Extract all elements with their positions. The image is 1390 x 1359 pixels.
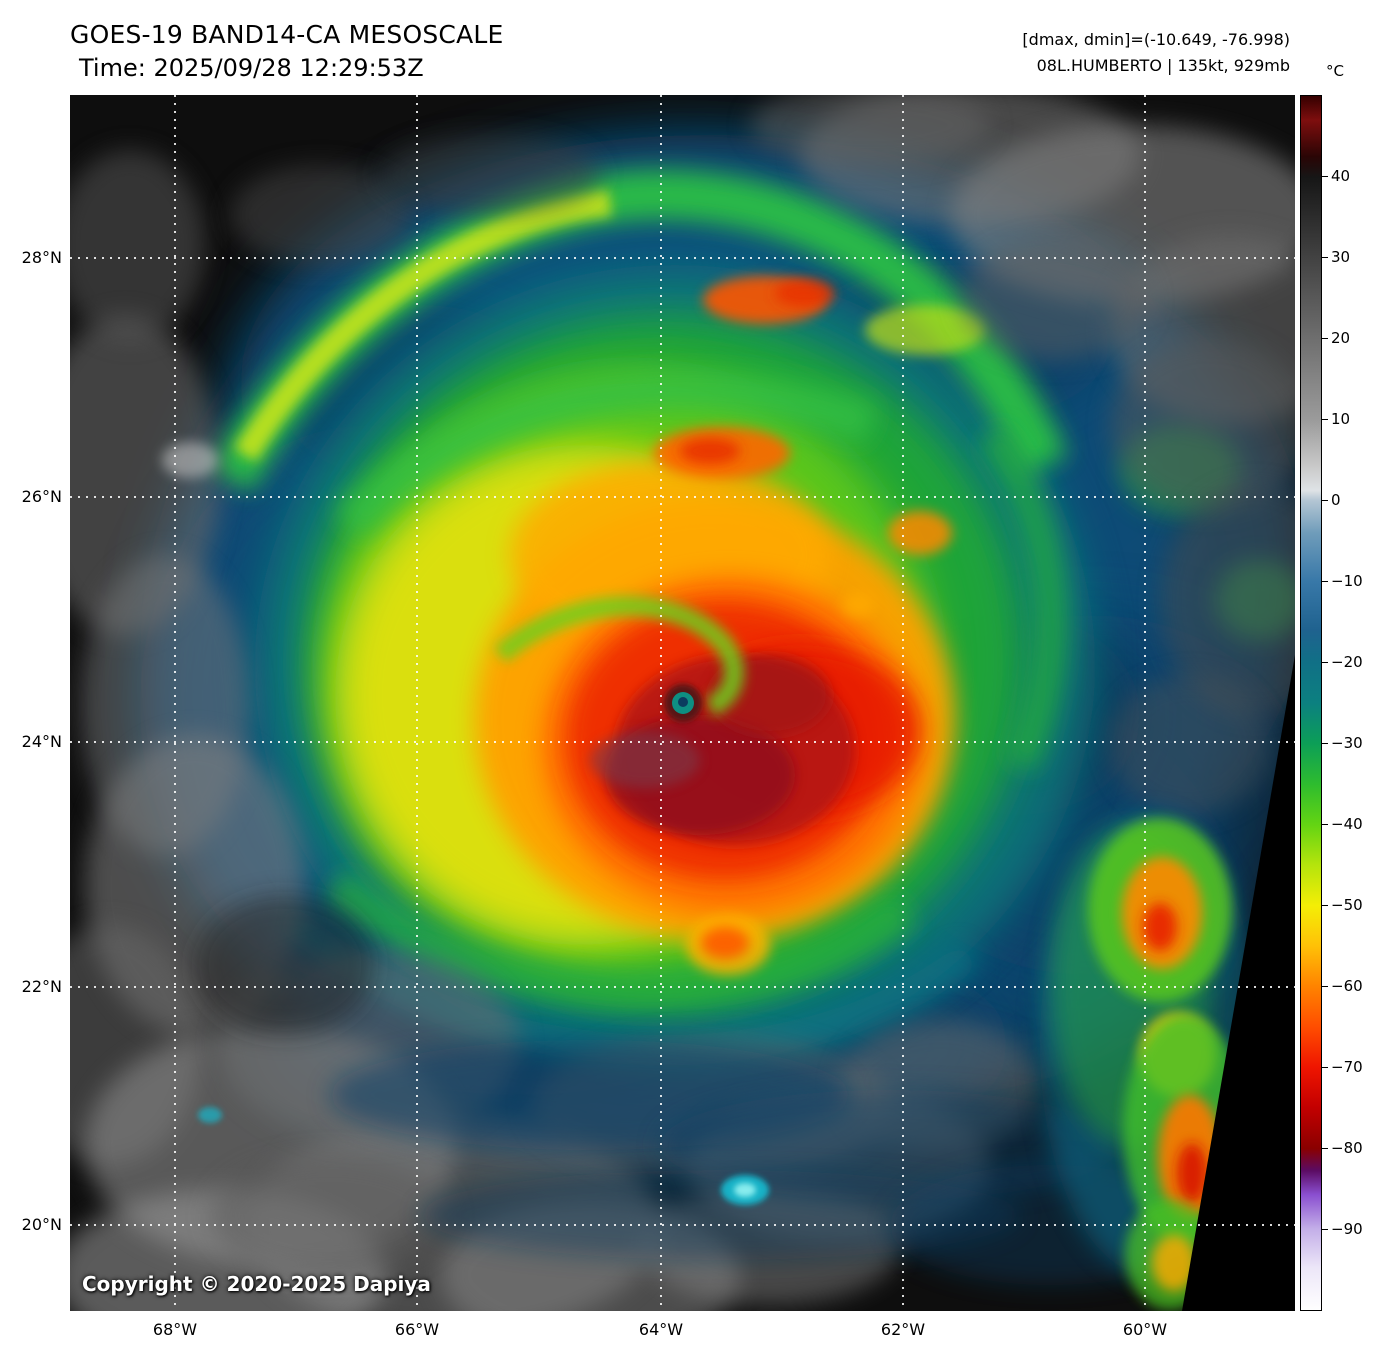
colorbar-gradient (1300, 95, 1322, 1311)
timestamp: Time: 2025/09/28 12:29:53Z (79, 54, 424, 82)
storm-core-layer (475, 460, 955, 940)
lon-label-68w: 68°W (152, 1320, 198, 1339)
storm-info: 08L.HUMBERTO | 135kt, 929mb (1036, 56, 1290, 75)
colorbar-tick-n90: −90 (1322, 1220, 1363, 1238)
lon-label-60w: 60°W (1122, 1320, 1168, 1339)
colorbar-tick-n40: −40 (1322, 815, 1363, 833)
colorbar-tick-n20: −20 (1322, 653, 1363, 671)
colorbar-tick-20: 20 (1321, 329, 1351, 347)
lat-label-24n: 24°N (21, 732, 62, 751)
lon-label-66w: 66°W (394, 1320, 440, 1339)
gridline-lat-22n (70, 986, 1295, 988)
gridline-lat-28n (70, 257, 1295, 259)
colorbar-tick-10: 10 (1321, 410, 1351, 428)
gridline-lon-66w (416, 95, 418, 1311)
colorbar-unit-label: °C (1326, 62, 1344, 80)
dmax-dmin-readout: [dmax, dmin]=(-10.649, -76.998) (1022, 30, 1290, 49)
scan-edge-black-wedge (1182, 655, 1295, 1311)
colorbar-tick-n70: −70 (1322, 1058, 1363, 1076)
satellite-image (70, 95, 1295, 1311)
lon-label-64w: 64°W (638, 1320, 684, 1339)
gridline-lat-24n (70, 741, 1295, 743)
gridline-lon-64w (660, 95, 662, 1311)
colorbar-tick-n10: −10 (1322, 572, 1363, 590)
colorbar-tick-n60: −60 (1322, 977, 1363, 995)
copyright-text: Copyright © 2020-2025 Dapiya (82, 1272, 431, 1296)
gridline-lat-26n (70, 496, 1295, 498)
hurricane-eye (664, 684, 702, 722)
page-title: GOES-19 BAND14-CA MESOSCALE (70, 20, 504, 49)
lat-label-22n: 22°N (21, 977, 62, 996)
gridline-lat-20n (70, 1224, 1295, 1226)
lon-label-62w: 62°W (880, 1320, 926, 1339)
lat-label-28n: 28°N (21, 248, 62, 267)
gridline-lon-60w (1144, 95, 1146, 1311)
colorbar-tick-n80: −80 (1322, 1139, 1363, 1157)
colorbar-tick-n50: −50 (1322, 896, 1363, 914)
gridline-lon-62w (902, 95, 904, 1311)
lat-label-20n: 20°N (21, 1215, 62, 1234)
cold-specks-layer (198, 1107, 769, 1205)
colorbar-tick-30: 30 (1321, 248, 1351, 266)
satellite-map (70, 95, 1295, 1311)
colorbar-tick-40: 40 (1321, 167, 1351, 185)
lat-label-26n: 26°N (21, 487, 62, 506)
gridline-lon-68w (174, 95, 176, 1311)
colorbar-tick-0: 0 (1322, 491, 1341, 509)
colorbar-tick-n30: −30 (1322, 734, 1363, 752)
